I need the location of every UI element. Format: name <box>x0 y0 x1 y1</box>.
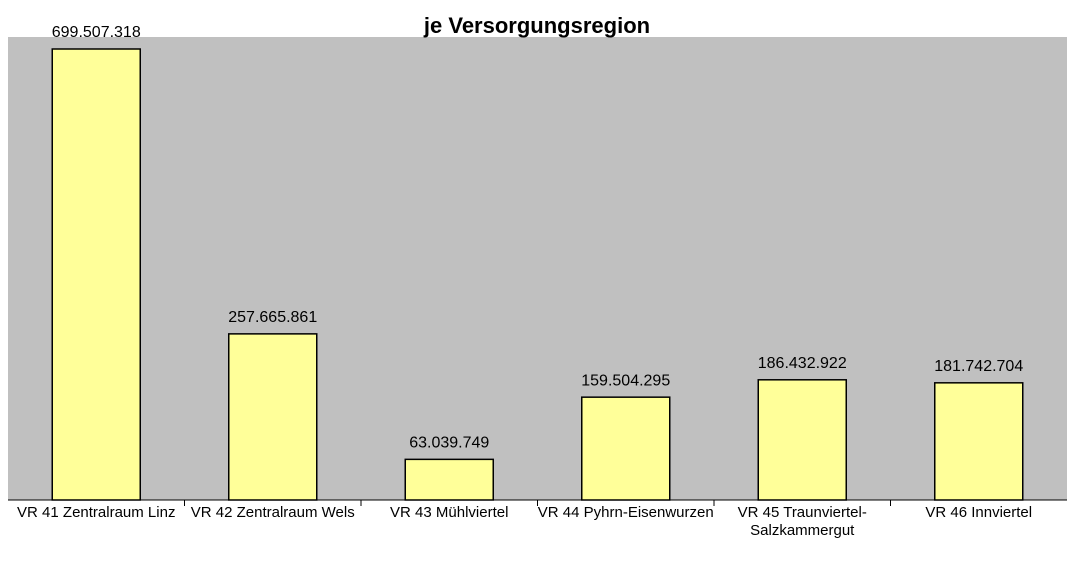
bar <box>934 382 1024 501</box>
x-tick-label: VR 43 Mühlviertel <box>390 504 509 521</box>
x-tick-label: VR 46 Innviertel <box>925 504 1033 521</box>
value-label: 159.504.295 <box>581 372 670 389</box>
x-tick-label: VR 45 Traunviertel-Salzkammergut <box>737 504 867 539</box>
x-tick-label: VR 44 Pyhrn-Eisenwurzen <box>537 504 714 521</box>
bar <box>228 333 318 501</box>
bar <box>51 48 141 501</box>
bar <box>404 458 494 501</box>
value-label: 186.432.922 <box>758 355 847 372</box>
value-label: 63.039.749 <box>409 435 489 452</box>
chart-title: je Versorgungsregion <box>423 13 650 38</box>
value-label: 699.507.318 <box>52 24 141 41</box>
value-label: 181.742.704 <box>934 358 1023 375</box>
plot-area <box>8 37 1067 500</box>
value-label: 257.665.861 <box>228 309 317 326</box>
x-tick-label: VR 42 Zentralraum Wels <box>190 504 355 521</box>
bar <box>757 379 847 501</box>
x-tick-label: VR 41 Zentralraum Linz <box>17 504 176 521</box>
bar <box>581 396 671 501</box>
